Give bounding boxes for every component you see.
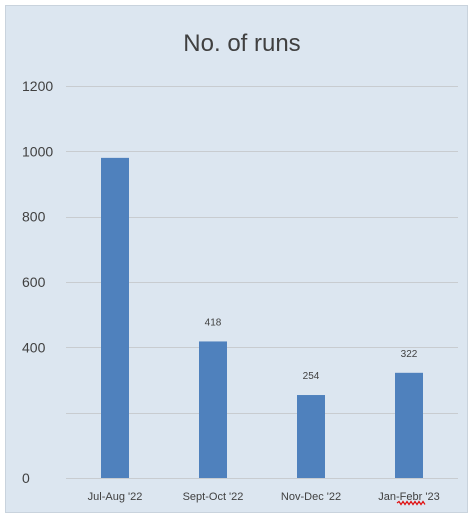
y-tick-label: 1000 [22,143,53,159]
gridlines [66,86,458,479]
bars [101,157,423,478]
bar-chart: No. of runs 0 400 600 800 1000 1200 418 254 322… [22,30,458,506]
spellcheck-underline [396,500,426,506]
data-labels: 418 254 322 [205,317,418,382]
y-axis-tick-labels: 0 400 600 800 1000 1200 [22,78,53,486]
data-label: 254 [303,371,320,382]
bar [395,372,423,478]
x-axis-tick-labels: Jul-Aug '22 Sept-Oct '22 Nov-Dec '22 Jan-Fe… [88,491,440,506]
x-tick-label: Sept-Oct '22 [183,491,244,503]
data-label: 418 [205,317,222,328]
x-tick-label: Jul-Aug '22 [88,491,143,503]
y-tick-label: 800 [22,209,46,225]
chart-panel: No. of runs 0 400 600 800 1000 1200 418 254 322… [5,5,468,513]
y-tick-label: 600 [22,274,46,290]
bar [297,395,325,478]
x-tick-label: Nov-Dec '22 [281,491,341,503]
chart-title: No. of runs [183,30,300,57]
bar [101,157,129,478]
x-tick-label: Jan-Febr '23 [378,491,439,503]
y-tick-label: 0 [22,470,30,486]
y-tick-label: 1200 [22,78,53,94]
data-label: 322 [401,349,418,360]
y-tick-label: 400 [22,339,46,355]
bar [199,341,227,478]
